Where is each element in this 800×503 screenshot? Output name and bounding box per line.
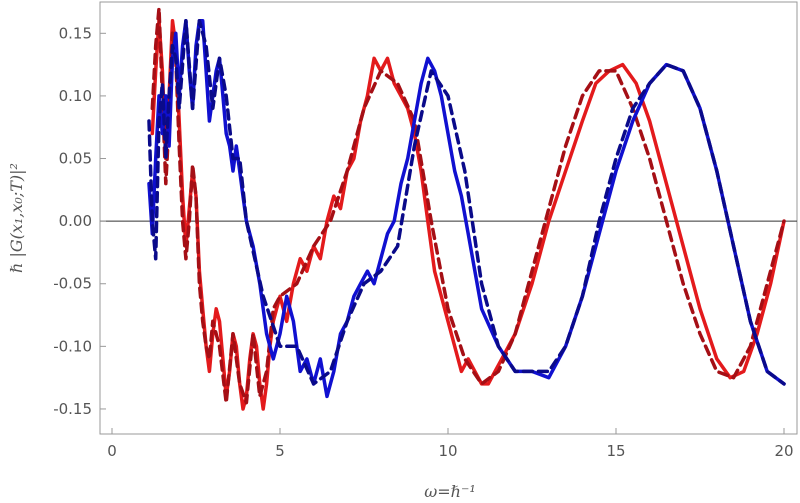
x-tick-label: 15 (606, 442, 625, 460)
x-tick-label: 20 (774, 442, 793, 460)
series-line-red (150, 19, 786, 411)
y-axis-label: ℏ |G(x₁,x₀;T)|² (7, 163, 26, 273)
series-line-dark-blue (147, 19, 786, 386)
x-tick-label: 5 (275, 442, 285, 460)
y-tick-label: 0.05 (59, 150, 92, 168)
x-tick-label: 10 (438, 442, 457, 460)
x-tick-label: 0 (107, 442, 117, 460)
y-tick-label: -0.05 (53, 275, 92, 293)
axis-ticks: 0 5 10 15 20 -0.15 -0.10 -0.05 0.00 0.05 0.10 0.15 (53, 24, 793, 460)
y-tick-label: 0.10 (59, 87, 92, 105)
y-tick-label: 0.15 (59, 24, 92, 42)
series-group (147, 6, 786, 411)
x-axis-label: ω=ℏ⁻¹ (424, 482, 476, 501)
series-line-dark-red (150, 6, 786, 405)
y-tick-label: -0.10 (53, 337, 92, 355)
y-tick-label: 0.00 (59, 212, 92, 230)
y-tick-label: -0.15 (53, 400, 92, 418)
